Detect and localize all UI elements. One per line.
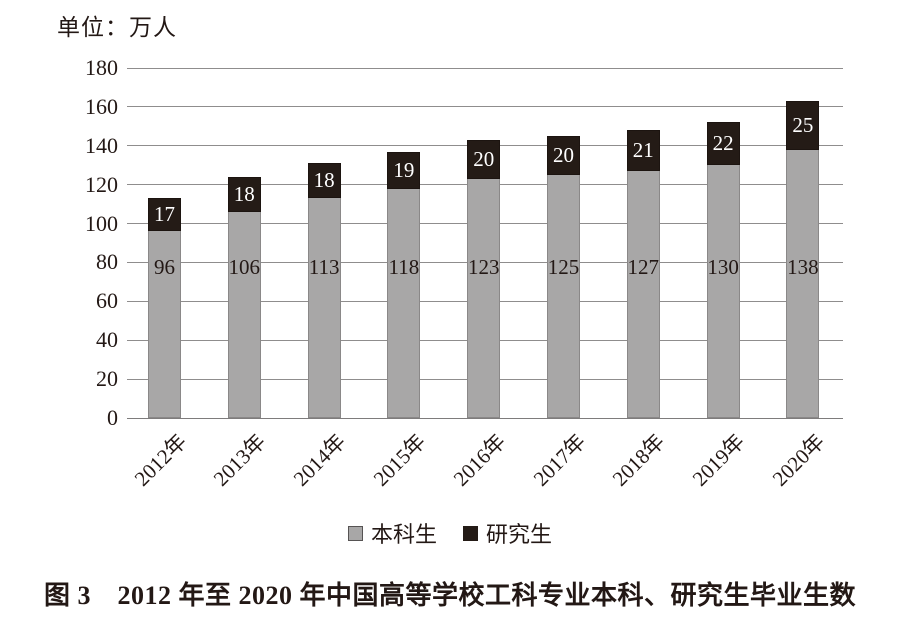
y-tick-label-20: 20 (96, 366, 118, 392)
x-tick-label-2013年: 2013年 (209, 429, 271, 491)
undergrad-value-label: 106 (228, 255, 261, 279)
grad-value-label: 17 (154, 202, 175, 227)
y-tick-label-80: 80 (96, 249, 118, 275)
stacked-bar-chart: 0 20 40 60 80 100 120 140 160 180 17 18 18 19 20 20 21 2… (0, 55, 843, 491)
figure-caption: 图 3 2012 年至 2020 年中国高等学校工科专业本科、研究生毕业生数 (43, 581, 856, 610)
y-tick-label-140: 140 (85, 132, 118, 158)
grad-value-label: 21 (632, 138, 654, 163)
gridline-0 (127, 417, 843, 419)
y-tick-label-160: 160 (85, 93, 118, 119)
grad-value-label: 18 (233, 181, 255, 206)
x-tick-label-2014年: 2014年 (288, 429, 351, 491)
legend-label: 本科生 (370, 522, 437, 547)
y-axis-unit-label: 单位：万人 (57, 15, 177, 40)
plot-area: 17 18 18 19 20 20 21 22 25 96 106 113 118 123 125 127 1… (127, 67, 843, 419)
x-tick-label-2019年: 2019年 (687, 429, 750, 491)
bar-segment-研究生: 22 (706, 122, 740, 166)
bar-segment-研究生: 25 (786, 101, 820, 150)
bar-segment-本科生 (467, 178, 501, 418)
undergrad-value-label: 118 (388, 255, 420, 279)
legend: 本科生 研究生 (0, 517, 900, 549)
bar-segment-本科生 (227, 211, 261, 418)
grad-value-label: 22 (712, 131, 734, 156)
bar-segment-本科生 (786, 149, 820, 418)
bar-segment-研究生: 18 (227, 176, 261, 212)
bar-2018年: 21 (626, 130, 660, 418)
x-tick-label-2020年: 2020年 (767, 429, 830, 491)
y-tick-label-100: 100 (85, 210, 118, 236)
y-tick-label-60: 60 (96, 288, 118, 314)
grad-value-label: 20 (473, 146, 495, 171)
x-tick-label-2016年: 2016年 (448, 429, 510, 491)
bar-2019年: 22 (706, 122, 740, 418)
x-tick-label-2015年: 2015年 (368, 429, 431, 491)
bar-segment-研究生: 18 (307, 163, 341, 199)
legend-item-研究生: 研究生 (463, 517, 552, 549)
y-tick-label-120: 120 (85, 171, 118, 197)
y-axis-tick-labels: 0 20 40 60 80 100 120 140 160 180 (0, 55, 118, 430)
bar-2016年: 20 (467, 139, 501, 418)
bar-2014年: 18 (307, 163, 341, 418)
bar-2012年: 17 (148, 198, 181, 418)
y-tick-label-40: 40 (96, 327, 118, 353)
legend-item-本科生: 本科生 (347, 517, 437, 549)
x-tick-label-2012年: 2012年 (129, 429, 191, 491)
bar-segment-本科生 (148, 231, 181, 418)
bar-segment-本科生 (547, 174, 580, 418)
bar-segment-本科生 (626, 171, 660, 418)
y-tick-label-180: 180 (85, 55, 118, 80)
legend-swatch-研究生 (463, 525, 478, 541)
legend-label: 研究生 (486, 522, 553, 547)
bar-segment-研究生: 20 (467, 139, 501, 179)
bar-segment-研究生: 20 (547, 136, 580, 175)
x-tick-label-2017年: 2017年 (528, 429, 590, 491)
bar-2015年: 19 (387, 151, 421, 418)
undergrad-value-label: 123 (467, 255, 500, 279)
bar-2017年: 20 (547, 136, 580, 418)
bar-2020年: 25 (786, 101, 820, 418)
bar-segment-研究生: 21 (626, 130, 660, 172)
gridline-160 (127, 106, 843, 108)
bar-2013年: 18 (227, 176, 261, 418)
bar-segment-研究生: 19 (387, 151, 421, 189)
undergrad-value-label: 130 (707, 255, 739, 279)
undergrad-value-label: 113 (308, 255, 340, 279)
legend-swatch-本科生 (347, 525, 363, 541)
grad-value-label: 25 (792, 112, 814, 137)
grad-value-label: 20 (553, 143, 574, 167)
bar-segment-本科生 (387, 188, 421, 418)
undergrad-value-label: 127 (627, 255, 660, 279)
bar-segment-本科生 (307, 198, 341, 418)
bar-segment-本科生 (706, 165, 740, 418)
undergrad-value-label: 125 (547, 255, 580, 279)
y-tick-label-0: 0 (107, 405, 118, 430)
gridline-180 (127, 67, 843, 69)
x-tick-label-2018年: 2018年 (608, 429, 670, 491)
bar-segment-研究生: 17 (148, 198, 181, 232)
grad-value-label: 19 (393, 157, 415, 182)
undergrad-value-label: 138 (787, 255, 819, 279)
undergrad-value-label: 96 (154, 255, 175, 279)
grad-value-label: 18 (313, 168, 335, 193)
